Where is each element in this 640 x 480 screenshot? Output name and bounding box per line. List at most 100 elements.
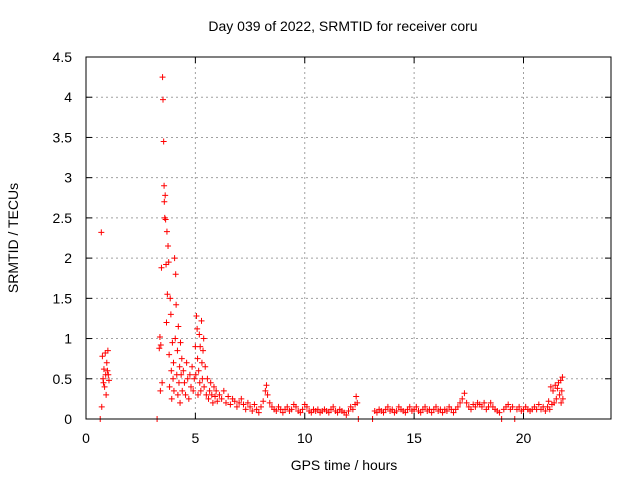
- data-point: [164, 291, 171, 298]
- data-point: [231, 398, 238, 405]
- data-point: [547, 383, 554, 390]
- x-axis: 0 5 10 15 20: [82, 57, 531, 446]
- data-point: [99, 353, 106, 360]
- data-point: [353, 393, 360, 400]
- data-point: [160, 96, 166, 103]
- data-point: [354, 399, 361, 406]
- data-point: [468, 406, 474, 413]
- data-point: [284, 403, 291, 410]
- data-point: [156, 333, 163, 340]
- data-point: [181, 379, 188, 386]
- data-point: [314, 406, 321, 413]
- data-point: [422, 403, 429, 410]
- y-axis-label: SRMTID / TECUs: [5, 183, 21, 293]
- data-point: [258, 403, 264, 410]
- data-point: [413, 403, 420, 410]
- x-tick-label: 0: [82, 430, 90, 446]
- data-point: [293, 403, 299, 410]
- data-point: [197, 387, 204, 394]
- data-point: [167, 311, 174, 318]
- data-point: [189, 363, 196, 370]
- y-tick-label: 2.5: [53, 210, 73, 226]
- data-point: [177, 339, 184, 346]
- data-point: [162, 192, 169, 199]
- y-tick-label: 1.5: [53, 290, 73, 306]
- data-point: [406, 403, 413, 410]
- data-point: [380, 409, 387, 416]
- data-point: [509, 403, 516, 410]
- data-point: [170, 387, 177, 394]
- data-point: [165, 259, 172, 266]
- data-point: [159, 379, 166, 386]
- data-point: [249, 407, 256, 414]
- data-point: [188, 383, 194, 390]
- data-point: [166, 351, 173, 358]
- data-point: [433, 403, 439, 410]
- data-point: [194, 325, 201, 332]
- data-point: [105, 377, 112, 384]
- data-point: [180, 367, 187, 374]
- data-point: [334, 409, 341, 416]
- data-point: [157, 341, 164, 348]
- data-point: [213, 387, 220, 394]
- data-point: [551, 399, 558, 406]
- data-point: [98, 403, 105, 410]
- data-point: [176, 363, 183, 370]
- data-point: [516, 403, 523, 410]
- data-point: [103, 359, 110, 366]
- data-point: [227, 401, 234, 408]
- data-point: [192, 371, 199, 378]
- data-point: [288, 406, 295, 413]
- x-axis-label: GPS time / hours: [291, 457, 398, 473]
- data-point: [478, 403, 485, 410]
- data-point: [191, 375, 198, 382]
- data-point: [454, 403, 461, 410]
- data-point: [195, 391, 201, 398]
- data-point: [161, 198, 168, 205]
- data-point: [225, 393, 232, 400]
- data-point: [168, 395, 175, 402]
- data-point: [260, 398, 267, 405]
- data-point: [105, 371, 112, 378]
- data-point: [159, 74, 166, 81]
- y-tick-label: 4.5: [53, 49, 73, 65]
- data-point: [185, 395, 192, 402]
- data-point: [174, 347, 181, 354]
- data-point: [183, 359, 190, 366]
- data-point: [244, 399, 251, 406]
- data-point: [198, 359, 205, 366]
- data-point: [212, 393, 219, 400]
- data-point: [303, 403, 310, 410]
- data-point: [558, 399, 565, 406]
- data-point: [199, 375, 206, 382]
- x-tick-label: 15: [406, 430, 422, 446]
- data-point: [559, 395, 566, 402]
- y-tick-label: 0.5: [53, 371, 73, 387]
- data-point: [175, 379, 182, 386]
- data-point: [104, 347, 111, 354]
- data-point: [167, 295, 174, 302]
- data-point: [165, 243, 172, 250]
- data-point: [172, 335, 179, 342]
- data-point: [545, 398, 552, 405]
- data-point: [535, 401, 542, 408]
- data-point: [216, 391, 223, 398]
- data-point: [553, 395, 560, 402]
- data-point: [266, 399, 273, 406]
- data-point: [459, 395, 466, 402]
- data-point: [209, 399, 216, 406]
- data-point: [373, 409, 380, 416]
- data-point: [505, 401, 512, 408]
- data-point: [202, 363, 209, 370]
- y-axis: 0 0.5 1 1.5 2 2.5 3 3.5 4 4.5: [53, 49, 611, 427]
- data-point: [439, 409, 446, 416]
- data-point: [417, 409, 424, 416]
- data-point: [208, 391, 215, 398]
- data-point: [223, 399, 229, 406]
- data-point: [205, 395, 212, 402]
- data-point: [402, 409, 409, 416]
- data-point: [170, 359, 177, 366]
- data-point: [263, 382, 270, 389]
- data-point: [389, 406, 396, 413]
